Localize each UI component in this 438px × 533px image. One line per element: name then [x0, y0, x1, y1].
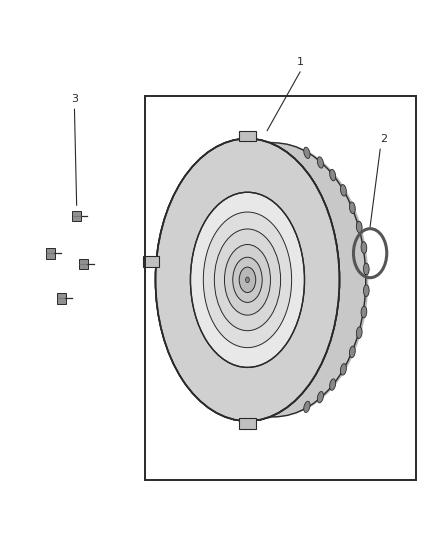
Bar	[239, 131, 256, 141]
Ellipse shape	[317, 157, 324, 168]
Ellipse shape	[304, 401, 310, 413]
Ellipse shape	[340, 364, 346, 375]
Ellipse shape	[214, 229, 281, 330]
Ellipse shape	[191, 192, 304, 367]
Polygon shape	[253, 139, 368, 421]
FancyBboxPatch shape	[72, 211, 81, 221]
Ellipse shape	[182, 143, 366, 417]
Ellipse shape	[304, 147, 310, 158]
Ellipse shape	[239, 267, 256, 293]
Ellipse shape	[317, 392, 324, 403]
Ellipse shape	[330, 169, 336, 181]
Ellipse shape	[246, 277, 249, 282]
Ellipse shape	[361, 242, 367, 254]
Bar	[239, 418, 256, 429]
Ellipse shape	[357, 221, 362, 233]
Ellipse shape	[330, 379, 336, 390]
Ellipse shape	[350, 346, 355, 358]
FancyBboxPatch shape	[57, 293, 66, 304]
Ellipse shape	[155, 139, 339, 421]
Ellipse shape	[357, 327, 362, 338]
Text: 3: 3	[71, 94, 78, 104]
Text: 2: 2	[380, 134, 387, 144]
Ellipse shape	[340, 184, 346, 196]
Ellipse shape	[364, 285, 369, 296]
Ellipse shape	[224, 245, 270, 315]
FancyBboxPatch shape	[79, 259, 88, 269]
Bar	[143, 256, 159, 266]
Ellipse shape	[203, 212, 292, 348]
Bar	[145, 96, 416, 480]
Ellipse shape	[233, 257, 262, 302]
Ellipse shape	[350, 202, 355, 214]
Ellipse shape	[364, 263, 369, 275]
Text: 1: 1	[297, 56, 304, 67]
Ellipse shape	[155, 139, 339, 421]
FancyBboxPatch shape	[46, 248, 55, 259]
Ellipse shape	[361, 306, 367, 318]
